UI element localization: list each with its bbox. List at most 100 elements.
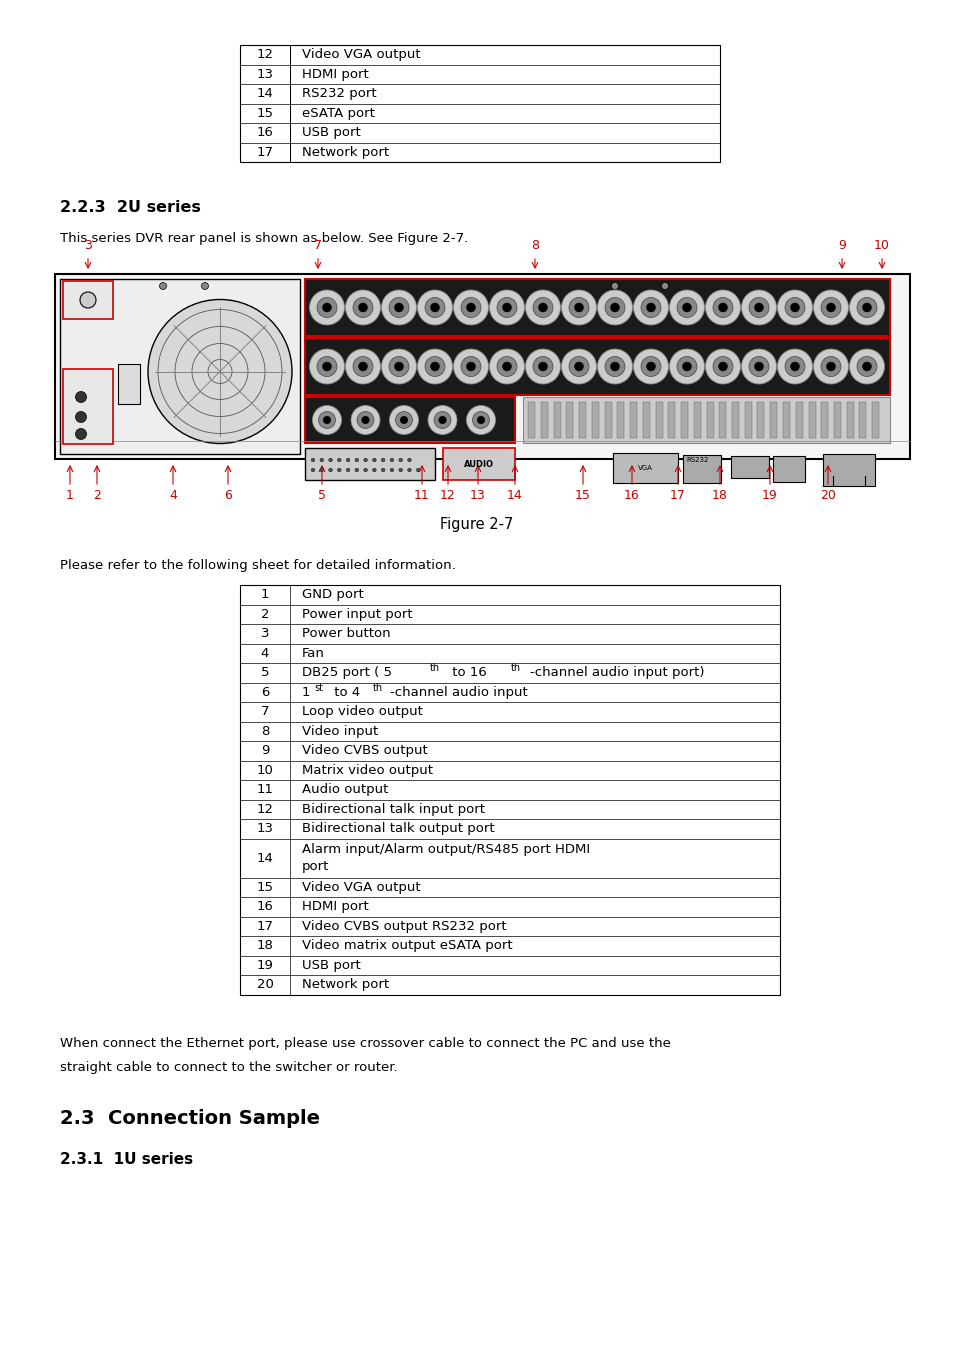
Circle shape [318,412,335,428]
Text: 19: 19 [761,489,777,502]
Text: -channel audio input: -channel audio input [390,686,527,699]
Bar [442,448,515,481]
Text: 7: 7 [260,705,269,718]
Bar [63,369,112,444]
Circle shape [568,297,588,317]
Circle shape [497,356,517,377]
Text: -channel audio input port): -channel audio input port) [530,667,703,679]
Circle shape [346,468,350,471]
Circle shape [561,350,596,383]
Circle shape [390,458,394,462]
Text: 11: 11 [256,783,274,796]
Text: 2: 2 [260,608,269,621]
Text: 16: 16 [256,127,274,139]
Bar [540,402,547,437]
Circle shape [353,356,373,377]
Bar [63,281,112,319]
Text: 16: 16 [256,900,274,913]
Circle shape [430,362,439,371]
Circle shape [466,362,475,371]
Text: to 16: to 16 [448,667,486,679]
Bar [527,402,535,437]
Circle shape [537,302,547,312]
Text: 13: 13 [256,822,274,836]
Circle shape [705,350,740,383]
Circle shape [355,468,358,471]
Circle shape [533,297,553,317]
Circle shape [537,362,547,371]
Text: Fan: Fan [302,647,325,660]
Circle shape [395,412,412,428]
Text: 14: 14 [256,88,274,100]
Bar [604,402,611,437]
Bar [719,402,725,437]
Text: 6: 6 [260,686,269,699]
Circle shape [201,282,209,289]
Bar [833,402,841,437]
Text: 8: 8 [531,239,538,252]
Bar [769,402,777,437]
Circle shape [669,350,703,383]
Circle shape [329,468,332,471]
Bar [578,402,585,437]
Circle shape [358,302,367,312]
Bar [305,397,515,443]
Circle shape [373,458,375,462]
Circle shape [677,297,697,317]
Circle shape [416,468,419,471]
Text: 18: 18 [256,940,274,952]
Circle shape [502,302,511,312]
Text: RS232: RS232 [686,458,708,463]
Text: th: th [373,683,383,693]
Circle shape [597,290,632,325]
Text: AUDIO: AUDIO [463,459,494,468]
Circle shape [718,362,727,371]
Text: 17: 17 [256,146,274,159]
Bar [305,279,889,336]
Text: st: st [314,683,323,693]
Circle shape [466,302,475,312]
Circle shape [489,350,524,383]
Text: 10: 10 [256,764,274,776]
Circle shape [353,297,373,317]
Circle shape [748,356,768,377]
Circle shape [351,405,379,435]
Circle shape [754,362,762,371]
Text: DB25 port ( 5: DB25 port ( 5 [302,667,392,679]
Circle shape [611,282,618,289]
Text: eSATA port: eSATA port [302,107,375,120]
Circle shape [356,412,374,428]
Circle shape [862,302,871,312]
Circle shape [660,282,668,289]
Circle shape [460,297,480,317]
Circle shape [754,302,762,312]
Circle shape [319,468,323,471]
Text: Alarm input/Alarm output/RS485 port HDMI: Alarm input/Alarm output/RS485 port HDMI [302,842,590,856]
Circle shape [399,416,407,424]
Bar [795,402,801,437]
Circle shape [311,468,314,471]
Circle shape [604,297,624,317]
Text: USB port: USB port [302,127,360,139]
Circle shape [489,290,524,325]
Text: Video CVBS output RS232 port: Video CVBS output RS232 port [302,919,506,933]
Circle shape [740,290,776,325]
Bar [629,402,637,437]
Circle shape [813,290,847,325]
Circle shape [740,350,776,383]
Circle shape [407,458,411,462]
Bar [305,338,889,396]
Circle shape [417,350,452,383]
Text: Network port: Network port [302,146,389,159]
Circle shape [389,356,409,377]
Circle shape [574,362,583,371]
Circle shape [329,458,332,462]
Text: 5: 5 [260,667,269,679]
Circle shape [856,356,876,377]
Circle shape [640,356,660,377]
Text: 1: 1 [260,589,269,601]
Circle shape [574,302,583,312]
Circle shape [316,297,336,317]
Circle shape [597,350,632,383]
Circle shape [472,412,489,428]
